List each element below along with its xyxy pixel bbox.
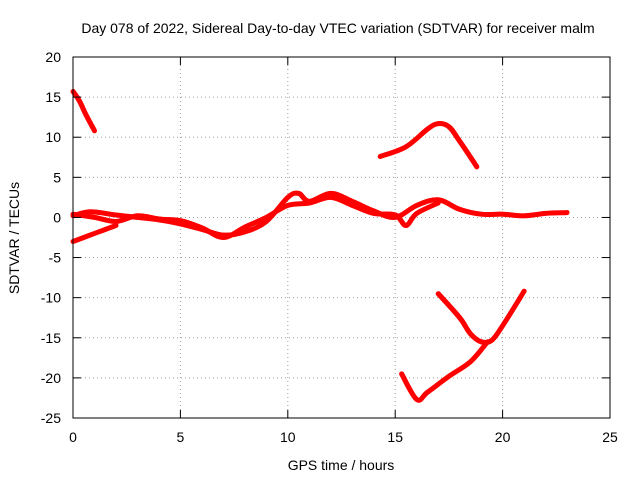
x-tick-label: 25	[602, 429, 618, 445]
series-texture-arc-high-afternoon	[379, 121, 480, 168]
y-tick-label: 20	[45, 49, 61, 65]
x-tick-label: 5	[177, 429, 185, 445]
y-tick-label: 10	[45, 129, 61, 145]
y-tick-label: -10	[41, 290, 61, 306]
x-tick-label: 0	[69, 429, 77, 445]
grid-layer	[73, 57, 610, 418]
series-line-arc-low-afternoon-a	[435, 288, 527, 345]
series-texture-arc-high-start	[72, 89, 97, 132]
series-texture-arc-low-afternoon-b	[400, 339, 490, 401]
y-tick-label: -5	[49, 250, 62, 266]
y-tick-label: 15	[45, 89, 61, 105]
y-axis-label: SDTVAR / TECUs	[6, 182, 22, 294]
x-tick-label: 15	[387, 429, 403, 445]
x-axis-label: GPS time / hours	[288, 457, 395, 473]
plot-frame	[72, 56, 611, 419]
series-layer	[70, 89, 570, 403]
chart-title: Day 078 of 2022, Sidereal Day-to-day VTE…	[81, 20, 594, 36]
x-tick-label: 10	[280, 429, 296, 445]
y-tick-label: -20	[41, 370, 61, 386]
y-tick-label: -15	[41, 330, 61, 346]
series-line-arc-low-afternoon-b	[399, 339, 491, 403]
y-tick-label: -25	[41, 410, 61, 426]
x-tick-label: 20	[495, 429, 511, 445]
tick-layer: 0 5 10 15 20 25 20 15 10 5 0 -5 -10 -15 -20 -25	[41, 49, 618, 445]
series-texture-arc-low-afternoon-a	[437, 288, 527, 344]
y-tick-label: 0	[53, 209, 61, 225]
y-tick-label: 5	[53, 169, 61, 185]
series-texture-arc-low-start	[72, 223, 119, 243]
series-texture-arc-main-b	[72, 195, 441, 239]
